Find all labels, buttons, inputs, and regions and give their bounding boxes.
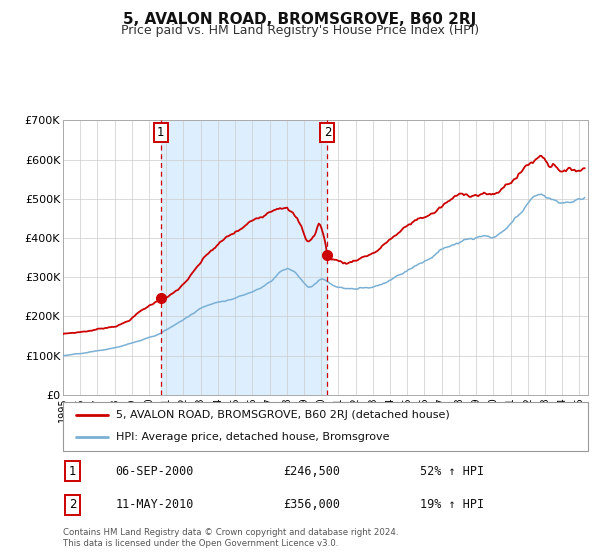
Text: Contains HM Land Registry data © Crown copyright and database right 2024.
This d: Contains HM Land Registry data © Crown c… [63,528,398,548]
Text: Price paid vs. HM Land Registry's House Price Index (HPI): Price paid vs. HM Land Registry's House … [121,24,479,36]
Text: 1: 1 [157,126,164,139]
Text: 52% ↑ HPI: 52% ↑ HPI [420,465,484,478]
Text: 5, AVALON ROAD, BROMSGROVE, B60 2RJ (detached house): 5, AVALON ROAD, BROMSGROVE, B60 2RJ (det… [115,410,449,420]
Text: £356,000: £356,000 [284,498,341,511]
FancyBboxPatch shape [63,402,588,451]
Text: 11-MAY-2010: 11-MAY-2010 [115,498,194,511]
Text: 2: 2 [323,126,331,139]
Text: 06-SEP-2000: 06-SEP-2000 [115,465,194,478]
Text: 1: 1 [69,465,76,478]
Text: 5, AVALON ROAD, BROMSGROVE, B60 2RJ: 5, AVALON ROAD, BROMSGROVE, B60 2RJ [124,12,476,27]
Text: £246,500: £246,500 [284,465,341,478]
Text: 19% ↑ HPI: 19% ↑ HPI [420,498,484,511]
Text: 2: 2 [69,498,76,511]
Bar [161,120,328,395]
Text: HPI: Average price, detached house, Bromsgrove: HPI: Average price, detached house, Brom… [115,432,389,442]
